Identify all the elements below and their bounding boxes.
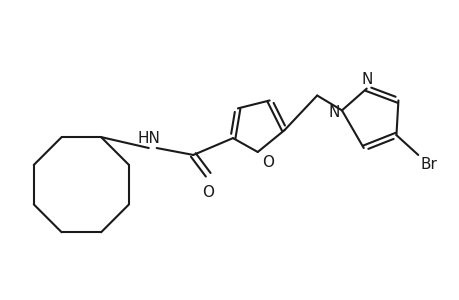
Text: Br: Br: [420, 157, 436, 172]
Text: N: N: [328, 105, 339, 120]
Text: N: N: [360, 72, 372, 87]
Text: O: O: [202, 185, 214, 200]
Text: O: O: [261, 155, 273, 170]
Text: HN: HN: [137, 131, 160, 146]
